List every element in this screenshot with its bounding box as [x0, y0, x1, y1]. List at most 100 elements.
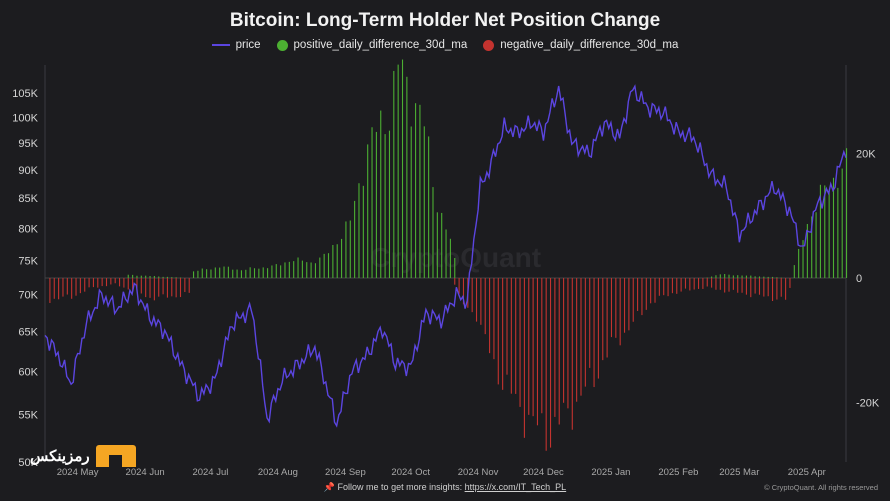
left-tick-label: 50K	[18, 457, 38, 469]
x-tick-label: 2024 Aug	[258, 467, 298, 478]
negative-bar	[676, 278, 678, 294]
right-tick-label: -20K	[856, 397, 880, 409]
logo: رمزینکس	[30, 445, 136, 467]
positive-bar	[171, 277, 173, 278]
negative-bar	[711, 278, 713, 288]
legend-label-price: price	[235, 39, 261, 51]
positive-bar	[136, 275, 138, 278]
negative-bar	[136, 278, 138, 290]
negative-bar	[502, 278, 504, 390]
negative-bar	[71, 278, 73, 299]
legend: price positive_daily_difference_30d_ma n…	[0, 39, 890, 51]
positive-bar	[314, 263, 316, 278]
positive-bar	[397, 64, 399, 279]
positive-bar	[767, 276, 769, 278]
positive-bar	[428, 136, 430, 278]
negative-bar	[123, 278, 125, 288]
negative-bars	[49, 278, 791, 451]
negative-bar	[119, 278, 121, 287]
positive-bar	[245, 269, 247, 278]
positive-bar	[393, 70, 395, 278]
positive-bar	[415, 103, 417, 278]
negative-bar	[66, 278, 68, 295]
positive-bar	[380, 110, 382, 278]
positive-bar	[811, 216, 813, 278]
negative-bar	[480, 278, 482, 325]
negative-bar	[49, 278, 51, 303]
positive-bar	[345, 221, 347, 278]
positive-bar	[828, 190, 830, 278]
negative-bar	[724, 278, 726, 293]
negative-bar	[549, 278, 552, 448]
footer-link[interactable]: https://x.com/IT_Tech_PL	[464, 482, 567, 492]
x-tick-label: 2025 Apr	[788, 467, 826, 478]
logo-mark-icon	[95, 445, 136, 467]
right-tick-label: 20K	[856, 149, 876, 161]
left-tick-label: 70K	[18, 290, 38, 302]
legend-item-positive[interactable]: positive_daily_difference_30d_ma	[276, 39, 467, 51]
positive-bar	[841, 168, 843, 278]
left-tick-label: 65K	[18, 327, 38, 339]
positive-bar	[149, 276, 151, 278]
positive-bar	[750, 275, 752, 278]
negative-bar	[79, 278, 81, 294]
negative-bar	[619, 278, 621, 346]
left-tick-label: 55K	[18, 410, 38, 422]
negative-bar	[606, 278, 608, 358]
negative-bar	[475, 278, 478, 322]
negative-bar	[580, 278, 582, 396]
negative-bar	[615, 278, 617, 338]
legend-item-negative[interactable]: negative_daily_difference_30d_ma	[483, 39, 678, 51]
positive-bar	[210, 269, 212, 278]
negative-bar	[462, 278, 465, 305]
negative-bar	[471, 278, 473, 313]
positive-bar	[284, 262, 286, 278]
negative-bar	[166, 278, 168, 298]
negative-bar	[732, 278, 734, 290]
negative-bar	[62, 278, 64, 297]
positive-bar	[158, 276, 160, 278]
negative-bar	[667, 278, 669, 297]
negative-bar	[610, 278, 613, 338]
x-tick-label: 2025 Mar	[719, 467, 759, 478]
negative-bar	[158, 278, 160, 297]
positive-bar	[436, 212, 438, 278]
positive-bar	[846, 148, 848, 278]
negative-bar	[697, 278, 700, 289]
positive-bar	[153, 275, 155, 278]
positive-bar	[227, 266, 229, 278]
legend-label-negative: negative_daily_difference_30d_ma	[500, 39, 679, 51]
positive-bar	[719, 274, 721, 278]
positive-bar	[336, 244, 338, 278]
positive-bar	[140, 275, 142, 278]
legend-swatch-positive	[276, 39, 288, 51]
negative-bar	[101, 278, 103, 287]
positive-bar	[280, 265, 282, 278]
negative-bar	[175, 278, 177, 298]
negative-bar	[576, 278, 578, 402]
positive-bar	[162, 276, 164, 278]
x-tick-label: 2024 Nov	[458, 467, 499, 478]
legend-item-price[interactable]: price	[211, 39, 261, 51]
negative-bar	[684, 278, 687, 289]
negative-bar	[785, 278, 787, 300]
negative-bar	[75, 278, 77, 296]
negative-bar	[789, 278, 791, 288]
positive-bar	[293, 261, 295, 278]
negative-bar	[554, 278, 556, 417]
negative-bar	[767, 278, 769, 297]
negative-bar	[541, 278, 543, 414]
negative-bar	[597, 278, 599, 379]
negative-bar	[589, 278, 591, 368]
positive-bar	[327, 253, 330, 278]
negative-bar	[114, 278, 116, 284]
positive-bar	[758, 276, 761, 278]
negative-bar	[515, 278, 517, 394]
positive-bar	[423, 126, 425, 278]
negative-bar	[127, 278, 129, 290]
negative-bar	[458, 278, 460, 294]
positive-bar	[310, 262, 312, 278]
negative-bar	[602, 278, 604, 361]
negative-bar	[105, 278, 108, 287]
positive-bar	[354, 200, 356, 278]
